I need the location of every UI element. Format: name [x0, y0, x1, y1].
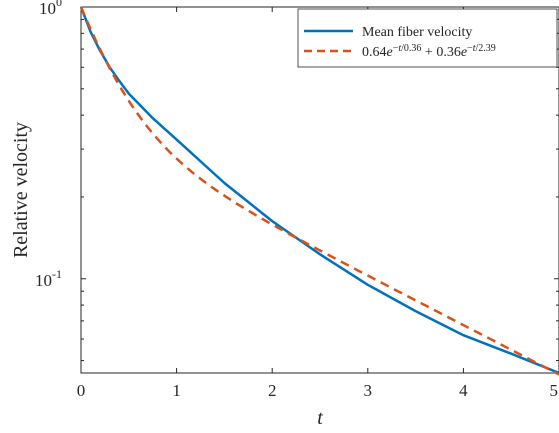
x-tick-label: 4 [459, 381, 468, 400]
legend: Mean fiber velocity 0.64e−t/0.36 + 0.36e… [297, 8, 558, 68]
plot-lines [79, 6, 559, 376]
legend-label-series-1: Mean fiber velocity [362, 25, 472, 40]
x-tick-label: 2 [268, 381, 277, 400]
x-tick-label: 0 [77, 381, 86, 400]
x-tick-label: 1 [172, 381, 181, 400]
x-tick-label: 5 [550, 381, 559, 400]
plot-area [80, 6, 559, 374]
x-tick-label: 3 [364, 381, 373, 400]
x-tick-labels: 0 1 2 3 4 5 [77, 381, 558, 400]
series-1-line [79, 6, 559, 375]
y-tick-label: 10-1 [35, 267, 62, 290]
y-tick-labels: 10-1 100 [35, 0, 62, 290]
x-axis-label: t [317, 407, 323, 429]
y-tick-label: 100 [39, 0, 62, 18]
y-axis-label: Relative velocity [10, 122, 32, 258]
legend-box [297, 8, 558, 68]
series-2-line [79, 6, 559, 376]
